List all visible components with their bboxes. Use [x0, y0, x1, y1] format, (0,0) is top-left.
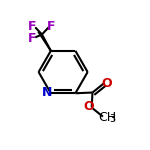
Text: F: F: [47, 20, 56, 33]
Text: CH: CH: [98, 111, 116, 124]
Text: N: N: [42, 86, 52, 99]
Text: O: O: [83, 100, 94, 113]
Text: F: F: [28, 32, 37, 45]
Text: O: O: [102, 77, 112, 90]
Text: F: F: [28, 20, 37, 33]
Text: 3: 3: [110, 114, 116, 124]
